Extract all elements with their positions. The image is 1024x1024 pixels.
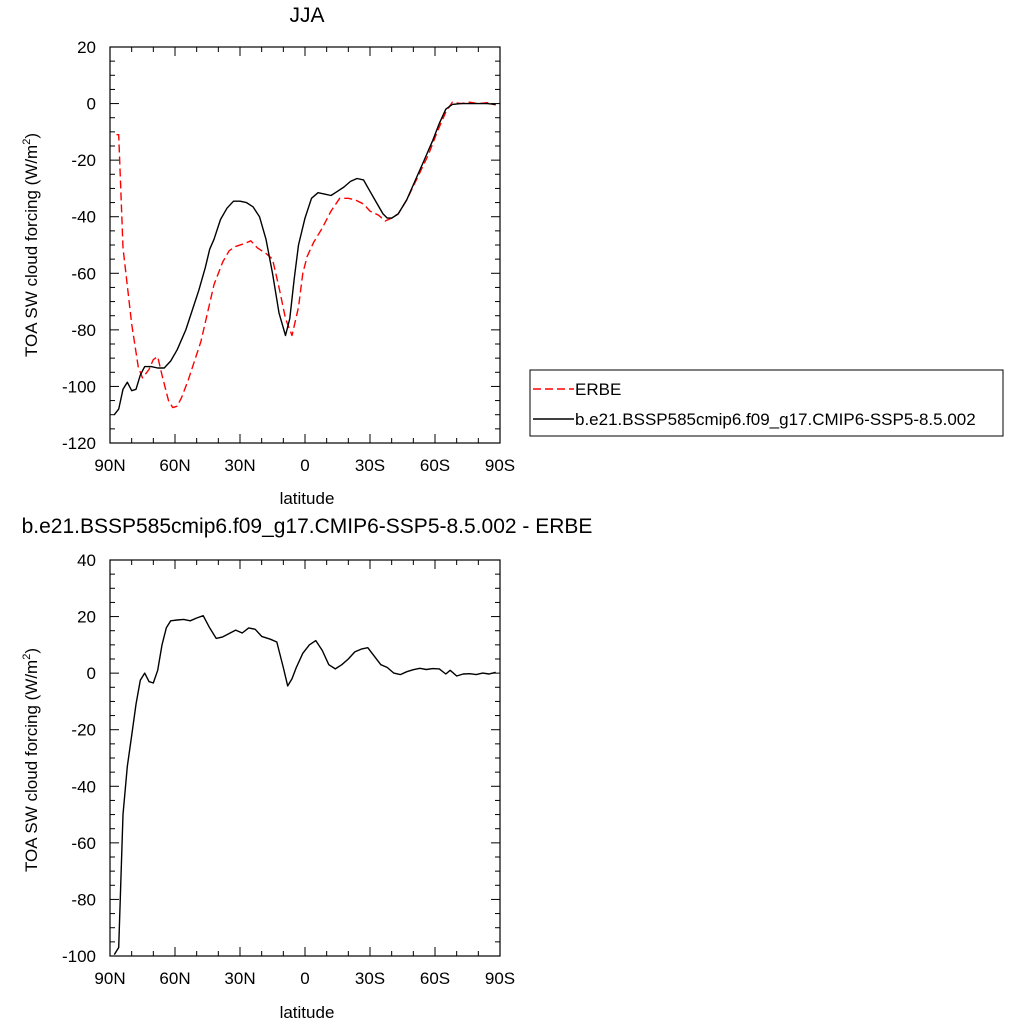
bottom-x-axis-label: latitude <box>280 1003 335 1022</box>
bottom-x-tick-label: 30S <box>355 969 385 988</box>
bottom-x-tick-label: 0 <box>300 969 309 988</box>
top-x-tick-label: 30S <box>355 456 385 475</box>
top-chart-title: JJA <box>289 4 324 27</box>
legend-box <box>529 369 1004 437</box>
bottom-plot-area: 40 20 0 -20 -40 -60 -80 -100 90N 60N 30N 0 30S 60S 90S <box>62 551 515 988</box>
bottom-y-tick-label: -20 <box>71 721 96 740</box>
top-x-tick-label: 90N <box>94 456 125 475</box>
top-y-tick-label: -120 <box>62 434 96 453</box>
top-x-tick-label: 0 <box>300 456 309 475</box>
bottom-y-tick-label: 0 <box>87 664 96 683</box>
bottom-plot-frame <box>109 559 501 957</box>
top-plot-area: 20 0 -20 -40 -60 -80 -100 -120 90N 60N 30N 0 30S 60S 9… <box>62 38 515 475</box>
bottom-y-tick-label: -60 <box>71 834 96 853</box>
bottom-y-tick-label: -80 <box>71 890 96 909</box>
top-y-tick-label: -40 <box>71 208 96 227</box>
bottom-y-axis-label: TOA SW cloud forcing (W/m2) <box>21 648 41 872</box>
bottom-y-axis-label-sup: 2 <box>21 654 33 660</box>
top-plot-frame <box>109 46 501 444</box>
top-x-tick-label: 90S <box>485 456 515 475</box>
top-series-line-1 <box>113 102 496 416</box>
bottom-y-axis-label-text: TOA SW cloud forcing (W/m <box>22 660 41 872</box>
top-x-axis-label: latitude <box>280 489 335 508</box>
top-x-tick-label: 60S <box>420 456 450 475</box>
top-x-tick-label: 60N <box>159 456 190 475</box>
legend-label-model: b.e21.BSSP585cmip6.f09_g17.CMIP6-SSP5-8.… <box>575 410 976 429</box>
bottom-y-axis-label-close: ) <box>22 648 41 654</box>
bottom-chart-title: b.e21.BSSP585cmip6.f09_g17.CMIP6-SSP5-8.… <box>22 515 593 538</box>
bottom-x-tick-label: 60S <box>420 969 450 988</box>
top-series-line-0 <box>116 101 496 409</box>
bottom-x-tick-label: 90S <box>485 969 515 988</box>
bottom-y-tick-label: 20 <box>77 608 96 627</box>
top-x-tick-label: 30N <box>224 456 255 475</box>
bottom-x-tick-label: 60N <box>159 969 190 988</box>
top-y-tick-label: -100 <box>62 377 96 396</box>
top-y-axis-label-close: ) <box>22 133 41 139</box>
bottom-x-tick-label: 30N <box>224 969 255 988</box>
legend: ERBE b.e21.BSSP585cmip6.f09_g17.CMIP6-SS… <box>529 369 1004 437</box>
legend-label-erbe: ERBE <box>575 380 621 399</box>
top-y-tick-label: 0 <box>87 95 96 114</box>
top-y-tick-label: 20 <box>77 38 96 57</box>
bottom-series-line-0 <box>113 615 496 955</box>
top-y-tick-label: -60 <box>71 264 96 283</box>
top-y-axis-label: TOA SW cloud forcing (W/m2) <box>21 133 41 357</box>
top-y-axis-label-text: TOA SW cloud forcing (W/m <box>22 145 41 357</box>
top-y-tick-label: -80 <box>71 321 96 340</box>
bottom-y-tick-label: -100 <box>62 947 96 966</box>
bottom-y-tick-label: 40 <box>77 551 96 570</box>
bottom-x-tick-label: 90N <box>94 969 125 988</box>
top-y-axis-label-sup: 2 <box>21 139 33 145</box>
top-y-tick-label: -20 <box>71 151 96 170</box>
bottom-y-tick-label: -40 <box>71 777 96 796</box>
